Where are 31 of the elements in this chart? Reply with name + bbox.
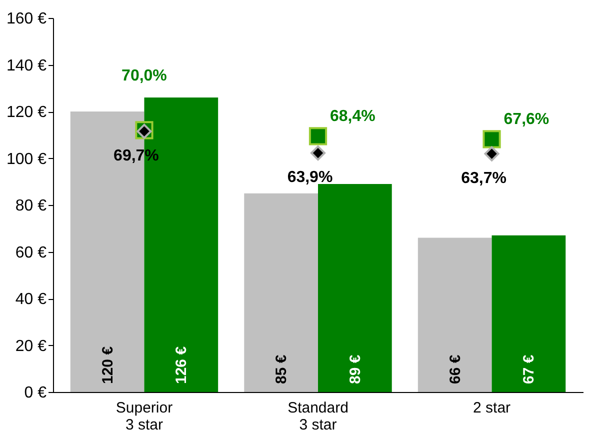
y-tick-label: 100 € bbox=[6, 150, 47, 168]
y-tick-label: 80 € bbox=[15, 198, 47, 214]
data-label: 89 € bbox=[346, 354, 364, 384]
bar bbox=[418, 238, 492, 392]
bar bbox=[318, 184, 392, 392]
point bbox=[310, 145, 326, 161]
point bbox=[484, 146, 500, 162]
x-tick-label: 2 star bbox=[473, 400, 511, 416]
x-tick-label: Superior 3 star bbox=[116, 400, 173, 434]
point bbox=[308, 127, 328, 146]
y-tick-label: 60 € bbox=[15, 244, 47, 262]
data-label: 67 € bbox=[520, 354, 538, 384]
y-tick-label: 40 € bbox=[15, 291, 47, 308]
data-label: 63,7% bbox=[461, 170, 506, 187]
data-label: 67,6% bbox=[504, 111, 550, 128]
bar bbox=[492, 235, 566, 392]
bar bbox=[244, 193, 318, 392]
y-tick-label: 20 € bbox=[15, 338, 47, 355]
data-label: 68,4% bbox=[330, 108, 376, 126]
y-tick-label: 0 € bbox=[24, 384, 47, 402]
y-tick-label: 140 € bbox=[6, 57, 47, 74]
y-tick-label: 120 € bbox=[6, 104, 47, 121]
data-label: 120 € bbox=[99, 346, 116, 384]
data-label: 66 € bbox=[446, 354, 464, 384]
y-tick-label: 160 € bbox=[6, 10, 47, 28]
data-label: 70,0% bbox=[122, 67, 167, 84]
data-label: 126 € bbox=[173, 346, 190, 384]
data-label: 85 € bbox=[273, 354, 290, 384]
data-label: 63,9% bbox=[287, 169, 333, 186]
point bbox=[482, 130, 501, 148]
x-tick-label: Standard 3 star bbox=[288, 400, 348, 434]
